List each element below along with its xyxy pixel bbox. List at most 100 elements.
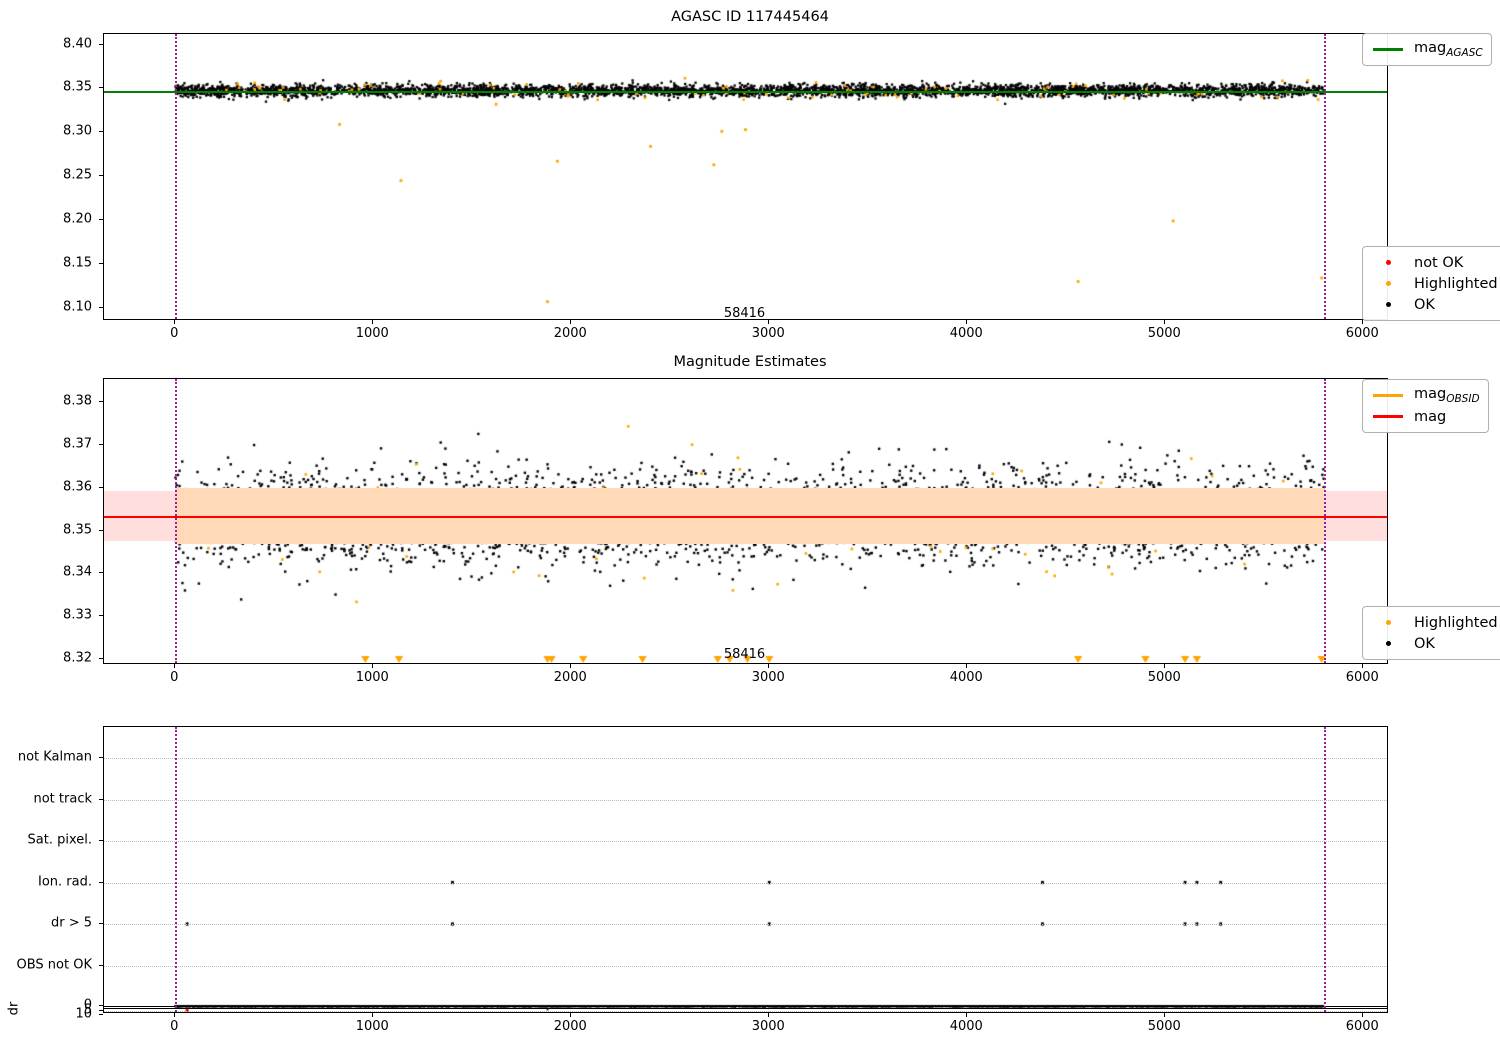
x-tick-label: 0 [170, 326, 179, 341]
y-tick-mark [99, 306, 103, 308]
dr-subplot-separator [104, 1008, 1387, 1009]
y-tick-mark [99, 401, 103, 403]
legend-item[interactable]: magAGASC [1371, 39, 1483, 60]
panel1-obsid-annotation: 58416 [723, 305, 766, 321]
panel2-plot-area [103, 378, 1388, 664]
y-tick-label: 8.37 [63, 436, 92, 452]
dr-tick-label: 0 [83, 997, 92, 1013]
x-tick-label: 4000 [949, 326, 983, 341]
y-tick-mark [99, 614, 103, 616]
legend-line [1373, 415, 1403, 418]
y-tick-mark [99, 1005, 103, 1006]
legend-item[interactable]: magOBSID [1371, 385, 1480, 406]
legend-label: not OK [1414, 254, 1464, 271]
legend-label: OK [1414, 635, 1435, 652]
x-tick-label: 4000 [949, 1019, 983, 1034]
category-gridline [104, 924, 1387, 925]
x-tick-mark [570, 1013, 572, 1017]
x-tick-mark [372, 1013, 374, 1017]
y-tick-label: 8.15 [63, 255, 92, 271]
y-tick-mark [99, 798, 103, 800]
legend-dot [1385, 641, 1391, 646]
x-tick-label: 6000 [1345, 326, 1379, 341]
legend-item[interactable]: Highlighted [1371, 612, 1498, 633]
x-tick-mark [174, 1013, 176, 1017]
x-tick-label: 6000 [1345, 1019, 1379, 1034]
panel3-flags-canvas [104, 727, 1387, 1012]
x-tick-mark [174, 664, 176, 668]
y-tick-mark [99, 175, 103, 177]
x-tick-mark [1164, 320, 1166, 324]
legend-label-subscript: OBSID [1446, 392, 1480, 405]
y-tick-label: 8.25 [63, 167, 92, 183]
category-gridline [104, 882, 1387, 884]
obsid-boundary-line [1323, 34, 1326, 319]
legend-item[interactable]: Highlighted [1371, 273, 1498, 294]
x-tick-label: 0 [170, 1019, 179, 1034]
panel2-legend-points[interactable]: Highlighted OK [1362, 606, 1500, 660]
flag-category-label: Sat. pixel. [27, 832, 92, 848]
flag-category-label: OBS not OK [16, 957, 93, 972]
category-gridline [104, 799, 1387, 801]
x-tick-mark [570, 664, 572, 668]
flag-category-label: not track [33, 791, 92, 806]
x-tick-label: 1000 [355, 1019, 389, 1034]
category-gridline [104, 965, 1387, 967]
y-tick-mark [99, 87, 103, 89]
legend-dot [1385, 281, 1391, 286]
x-tick-label: 3000 [751, 1019, 785, 1034]
legend-dot-swatch [1371, 641, 1405, 646]
y-tick-mark [99, 840, 103, 841]
legend-item[interactable]: mag [1371, 406, 1480, 427]
dr-baseline [104, 1006, 1387, 1007]
category-gridline [104, 841, 1387, 842]
x-tick-label: 2000 [553, 670, 587, 685]
panel3-dr-axis-label: dr [6, 1001, 22, 1015]
legend-label: mag [1414, 408, 1447, 425]
legend-line [1373, 394, 1403, 397]
legend-line-swatch [1371, 394, 1405, 397]
y-tick-mark [99, 219, 103, 221]
obsid-boundary-line [175, 727, 178, 1012]
y-tick-label: 8.35 [63, 522, 92, 538]
legend-item[interactable]: OK [1371, 294, 1498, 315]
legend-label: Highlighted [1414, 275, 1498, 292]
y-tick-label: 8.38 [63, 393, 92, 409]
legend-item[interactable]: not OK [1371, 252, 1498, 273]
y-tick-mark [99, 262, 103, 264]
y-tick-mark [99, 529, 103, 531]
legend-line-swatch [1371, 48, 1405, 51]
y-tick-label: 8.33 [63, 607, 92, 623]
x-tick-mark [372, 320, 374, 324]
legend-dot-swatch [1371, 281, 1405, 286]
legend-dot-swatch [1371, 620, 1405, 625]
x-tick-mark [966, 664, 968, 668]
obsid-boundary-line [1323, 727, 1326, 1012]
obsid-boundary-line [1323, 379, 1326, 663]
x-tick-mark [768, 664, 770, 668]
legend-label: magOBSID [1414, 386, 1480, 405]
legend-item[interactable]: OK [1371, 633, 1498, 654]
x-tick-label: 1000 [355, 326, 389, 341]
panel1-plot-area [103, 33, 1388, 320]
legend-label: magAGASC [1414, 40, 1483, 59]
y-tick-mark [99, 964, 103, 966]
panel1-legend-reference[interactable]: magAGASC [1362, 33, 1492, 66]
panel2-legend-reference[interactable]: magOBSID mag [1362, 379, 1489, 433]
x-tick-label: 2000 [553, 1019, 587, 1034]
panel2-obsid-annotation: 58416 [723, 646, 766, 662]
y-tick-label: 8.10 [63, 299, 92, 315]
y-tick-mark [99, 657, 103, 659]
y-tick-label: 8.40 [63, 36, 92, 52]
x-tick-label: 5000 [1147, 326, 1181, 341]
obsid-boundary-line [175, 379, 178, 663]
y-tick-label: 8.34 [63, 564, 92, 580]
panel1-legend-points[interactable]: not OK Highlighted OK [1362, 246, 1500, 321]
legend-label: Highlighted [1414, 614, 1498, 631]
y-tick-mark [99, 881, 103, 883]
y-tick-mark [99, 486, 103, 488]
y-tick-mark [99, 757, 103, 758]
x-tick-mark [174, 320, 176, 324]
